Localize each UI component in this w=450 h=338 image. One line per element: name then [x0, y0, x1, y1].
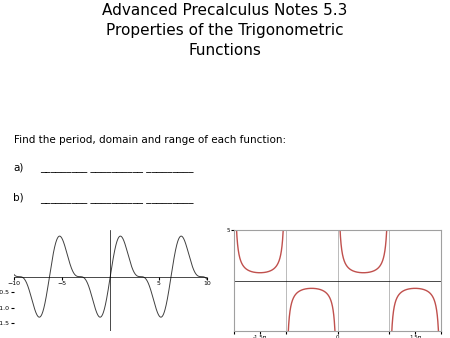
- Text: _________ __________ _________: _________ __________ _________: [40, 162, 194, 172]
- Text: Find the period, domain and range of each function:: Find the period, domain and range of eac…: [14, 135, 286, 145]
- Text: _________ __________ _________: _________ __________ _________: [40, 193, 194, 203]
- Text: b): b): [14, 193, 24, 203]
- Text: Advanced Precalculus Notes 5.3
Properties of the Trigonometric
Functions: Advanced Precalculus Notes 5.3 Propertie…: [102, 3, 348, 58]
- Text: a): a): [14, 162, 24, 172]
